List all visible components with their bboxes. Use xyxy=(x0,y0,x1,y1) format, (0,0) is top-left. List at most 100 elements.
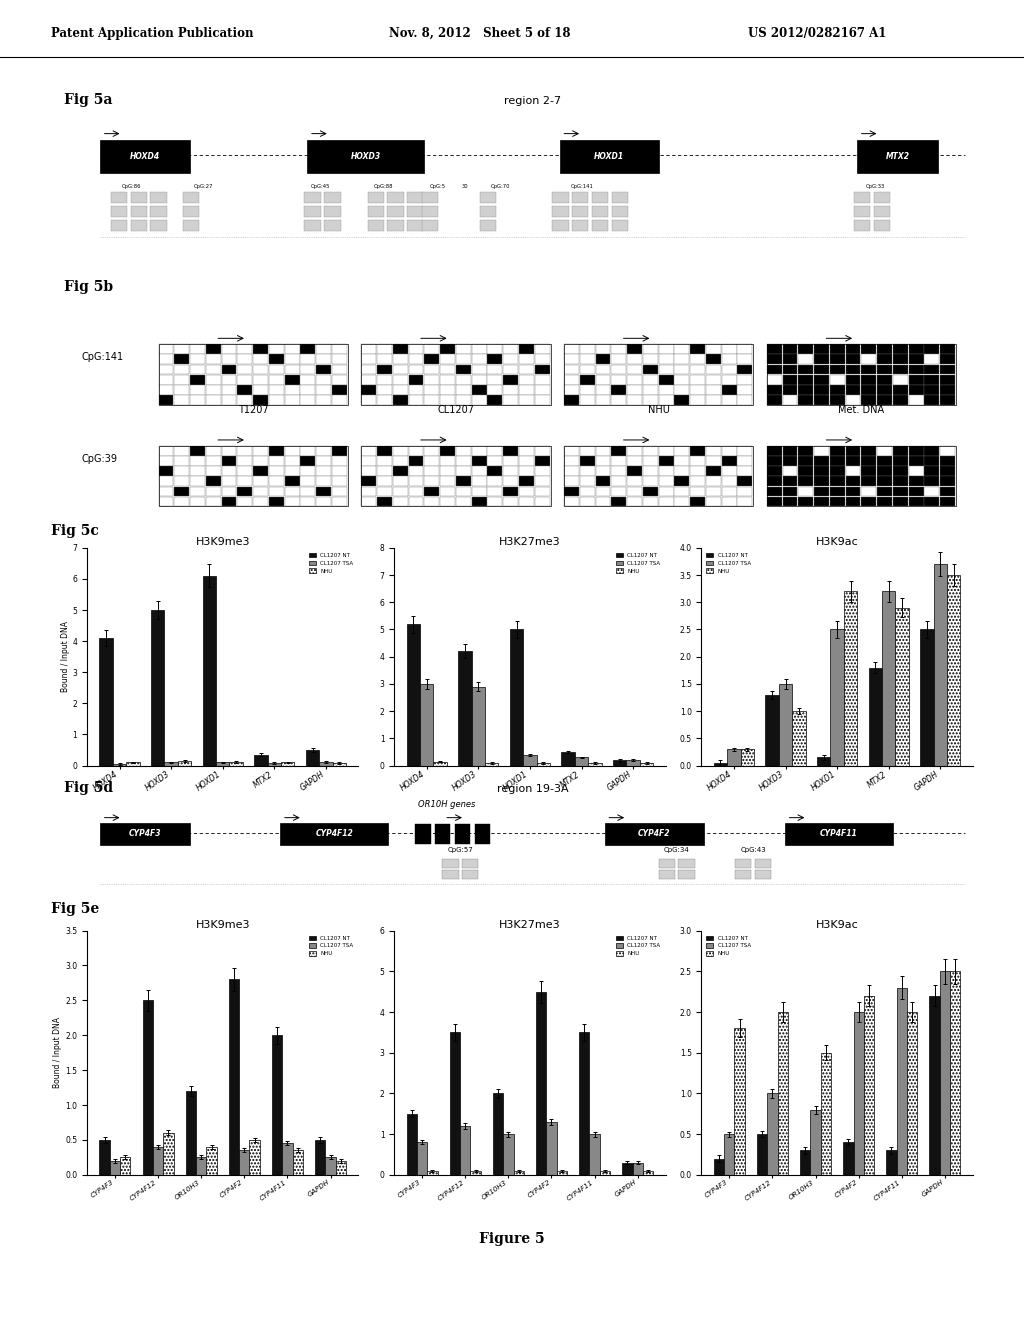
Bar xyxy=(782,355,798,364)
Bar xyxy=(564,487,579,496)
Text: CpG:45: CpG:45 xyxy=(311,183,331,189)
Bar xyxy=(535,446,550,455)
Bar xyxy=(440,364,455,375)
Text: CYP4F2: CYP4F2 xyxy=(638,829,671,838)
Bar xyxy=(767,496,781,507)
Bar xyxy=(722,385,736,395)
Bar xyxy=(588,763,602,766)
Bar xyxy=(722,395,736,405)
Bar xyxy=(810,1110,820,1175)
Bar xyxy=(503,355,518,364)
Bar xyxy=(817,758,830,766)
Bar xyxy=(316,395,331,405)
Bar xyxy=(627,477,642,486)
Bar xyxy=(829,395,845,405)
Bar xyxy=(782,487,798,496)
Legend: CL1207 NT, CL1207 TSA, NHU: CL1207 NT, CL1207 TSA, NHU xyxy=(614,933,663,958)
Bar xyxy=(190,457,205,466)
Bar xyxy=(131,191,146,203)
Text: CYP4F3: CYP4F3 xyxy=(129,829,161,838)
Bar xyxy=(503,487,518,496)
Bar xyxy=(316,487,331,496)
Bar xyxy=(878,446,892,455)
Bar xyxy=(519,446,534,455)
Bar xyxy=(332,496,347,507)
Bar xyxy=(456,345,471,354)
Bar xyxy=(361,477,376,486)
Bar xyxy=(409,385,424,395)
Bar xyxy=(580,345,595,354)
Bar xyxy=(361,345,376,354)
Bar xyxy=(658,355,674,364)
Bar xyxy=(690,446,706,455)
Bar xyxy=(940,496,955,507)
Bar xyxy=(564,375,579,384)
Bar xyxy=(611,487,627,496)
Bar xyxy=(740,750,754,766)
Bar xyxy=(519,375,534,384)
Bar xyxy=(408,206,424,216)
Bar xyxy=(878,345,892,354)
Text: CpG:57: CpG:57 xyxy=(447,846,473,853)
Bar xyxy=(627,466,642,477)
Bar xyxy=(535,375,550,384)
Bar xyxy=(269,375,284,384)
Bar xyxy=(393,385,408,395)
Legend: CL1207 NT, CL1207 TSA, NHU: CL1207 NT, CL1207 TSA, NHU xyxy=(307,933,355,958)
Bar xyxy=(893,496,908,507)
Bar xyxy=(878,355,892,364)
Bar xyxy=(940,487,955,496)
Bar xyxy=(185,1092,196,1175)
Bar xyxy=(799,385,813,395)
Title: H3K9me3: H3K9me3 xyxy=(196,537,250,546)
Bar xyxy=(535,477,550,486)
Bar xyxy=(861,466,877,477)
Bar xyxy=(611,191,628,203)
Bar xyxy=(206,395,221,405)
Bar xyxy=(377,496,392,507)
Bar xyxy=(814,466,829,477)
Bar xyxy=(925,345,939,354)
Bar xyxy=(196,1158,206,1175)
Bar xyxy=(440,345,455,354)
Bar xyxy=(316,446,331,455)
Bar xyxy=(238,345,252,354)
Bar xyxy=(190,345,205,354)
Bar xyxy=(300,375,315,384)
Bar xyxy=(861,457,877,466)
Bar xyxy=(535,345,550,354)
Bar xyxy=(300,345,315,354)
Bar xyxy=(510,630,523,766)
Bar xyxy=(440,385,455,395)
Bar xyxy=(675,477,689,486)
Bar xyxy=(895,607,909,766)
Bar xyxy=(519,364,534,375)
Bar xyxy=(643,487,657,496)
Bar xyxy=(814,496,829,507)
Bar xyxy=(393,466,408,477)
Bar xyxy=(99,1140,110,1175)
Bar xyxy=(535,466,550,477)
Bar xyxy=(706,446,721,455)
Bar xyxy=(300,466,315,477)
Bar xyxy=(735,870,752,879)
Bar xyxy=(658,466,674,477)
Bar xyxy=(799,496,813,507)
Text: HOXD3: HOXD3 xyxy=(350,152,381,161)
Text: region 2-7: region 2-7 xyxy=(504,96,561,106)
Bar xyxy=(799,375,813,384)
Bar xyxy=(462,870,478,879)
Bar xyxy=(596,446,610,455)
Bar xyxy=(269,355,284,364)
Bar xyxy=(535,385,550,395)
Bar xyxy=(480,191,497,203)
Bar xyxy=(221,395,237,405)
Bar xyxy=(456,395,471,405)
Text: Fig 5d: Fig 5d xyxy=(63,781,113,795)
Bar xyxy=(113,764,126,766)
Bar xyxy=(151,220,167,231)
Bar xyxy=(767,395,781,405)
Bar xyxy=(206,345,221,354)
Bar xyxy=(472,686,485,766)
Bar xyxy=(269,395,284,405)
